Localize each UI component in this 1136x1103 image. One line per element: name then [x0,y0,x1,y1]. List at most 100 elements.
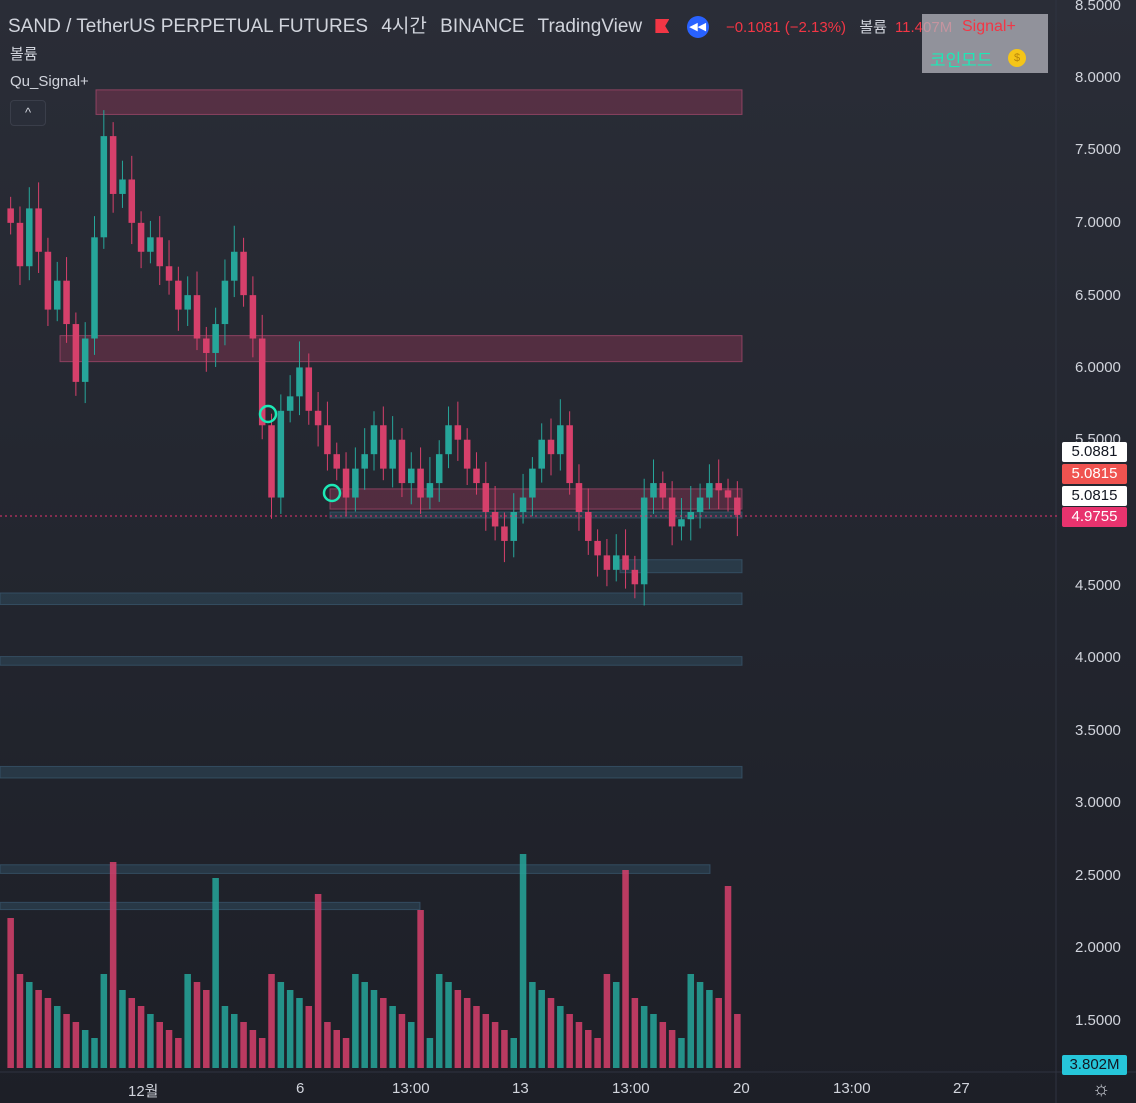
price-tick: 2.0000 [1075,939,1121,956]
volume-bar [258,1038,266,1068]
price-tick: 8.0000 [1075,69,1121,86]
symbol-title[interactable]: SAND / TetherUS PERPETUAL FUTURES [8,16,369,37]
volume-bar [687,974,695,1068]
price-tick: 3.0000 [1075,794,1121,811]
volume-bar [659,1022,667,1068]
volume-legend[interactable]: 볼륨 [10,46,38,63]
collapse-legend-button[interactable]: ^ [10,100,46,126]
volume-bar [519,854,527,1068]
demand-zone [329,511,743,519]
candle-body [137,222,145,252]
volume-bar [370,990,378,1068]
candle-body [81,338,89,382]
candle-body [203,338,210,353]
price-tick: 6.0000 [1075,359,1121,376]
candle-body [370,425,378,455]
candle-body [473,468,480,484]
candle-body [156,237,163,267]
price-tick: 8.5000 [1075,0,1121,14]
volume-bar [268,974,275,1068]
candle-body [277,410,285,498]
supply-zone [329,488,743,510]
candle-body [221,280,229,325]
candle-body [408,468,415,484]
volume-bar [277,982,285,1068]
candle-body [230,251,238,281]
candle-body [7,208,14,223]
candle-body [445,425,452,455]
price-tick: 6.5000 [1075,287,1121,304]
candle-body [696,497,704,512]
candle-body [566,425,573,484]
time-tick: 13 [512,1080,529,1097]
replay-icon[interactable]: ◀◀ [686,16,709,38]
volume-bar [314,894,322,1068]
volume-bar [91,1038,98,1068]
candle-body [519,497,527,512]
demand-zone [0,592,743,606]
indicator-legend[interactable]: Qu_Signal+ [10,73,89,90]
demand-zone [0,765,743,779]
candle-body [417,468,424,498]
candle-body [603,555,611,570]
candle-body [678,519,685,527]
candle-body [529,468,536,498]
volume-bar [445,982,452,1068]
candle-body [35,208,42,252]
candle-body [147,237,154,252]
price-tick: 4.5000 [1075,577,1121,594]
candle-body [482,483,490,512]
candle-body [398,439,406,484]
candle-body [91,237,98,339]
volume-bar [715,998,722,1068]
volume-bar [389,1006,396,1068]
candle-body [435,454,443,484]
high-ref-price-label: 5.0881 [1062,442,1127,462]
volume-bar [594,1038,601,1068]
candle-body [463,439,471,469]
volume-bar [249,1030,257,1068]
price-tick: 1.5000 [1075,1012,1121,1029]
volume-bar [482,1014,490,1068]
volume-bar [417,910,424,1068]
candle-body [650,483,657,498]
demand-zone [619,559,743,574]
candle-body [184,295,191,310]
volume-value-label: 3.802M [1062,1055,1127,1075]
candle-body [706,483,713,498]
volume-bar [575,1022,583,1068]
candle-body [575,483,583,512]
chart-header: SAND / TetherUS PERPETUAL FUTURES 4시간 BI… [8,11,960,38]
volume-bar [547,998,555,1068]
candle-body [724,490,732,498]
candle-body [53,280,61,310]
volume-bar [529,982,536,1068]
volume-bar [156,1022,163,1068]
candle-body [72,324,80,382]
ask-price-label: 5.0815 [1062,486,1127,506]
candle-body [63,280,70,325]
demand-zone [0,656,743,666]
volume-bar [398,1014,406,1068]
volume-bar [16,974,24,1068]
supply-zone [95,89,743,115]
volume-bar [230,1014,238,1068]
volume-bar [203,990,210,1068]
volume-bar [408,1022,415,1068]
volume-bar [435,974,443,1068]
signal-overlay-box: Signal+ 코인모드 $ [922,14,1048,73]
volume-bar [566,1014,573,1068]
gear-icon[interactable]: ☼ [1092,1078,1111,1100]
volume-bar [128,998,136,1068]
buy-signal-circle [322,483,342,503]
candle-body [491,512,499,527]
volume-header-label: 볼륨 [859,19,887,36]
volume-bar [147,1014,154,1068]
candle-body [175,280,182,310]
flag-icon[interactable] [655,19,670,33]
candle-body [258,338,266,426]
volume-bar [26,982,33,1068]
interval-label[interactable]: 4시간 [381,16,427,37]
